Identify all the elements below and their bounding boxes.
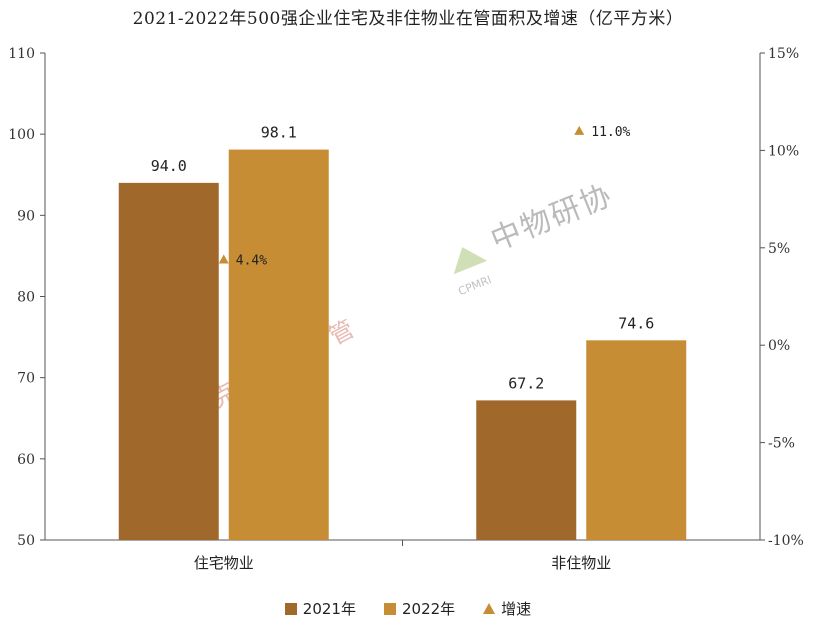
bar [476, 400, 577, 540]
y2-tick-label: -5% [768, 436, 795, 452]
growth-markers: 4.4% 11.0% [218, 125, 631, 268]
y-tick-label: 60 [17, 452, 35, 468]
watermark-right: CPMRI 中物研协 [453, 178, 618, 298]
legend-item-2022: 2022年 [383, 598, 456, 619]
bar [586, 340, 687, 540]
bar-data-label: 67.2 [508, 374, 544, 392]
watermark-right-en: CPMRI [456, 273, 493, 298]
y2-tick-label: 5% [768, 241, 790, 257]
y2-tick-label: 0% [768, 338, 790, 354]
x-category-label: 非住物业 [551, 554, 611, 572]
x-category-label: 住宅物业 [194, 554, 254, 572]
legend: 2021年 2022年 增速 [0, 598, 816, 619]
y-tick-label: 50 [17, 533, 35, 549]
y2-tick-label: 10% [768, 143, 799, 159]
y2-tick-label: 15% [768, 46, 799, 62]
bar-data-label: 98.1 [261, 124, 297, 142]
growth-marker [218, 254, 229, 264]
legend-swatch-2021 [284, 602, 297, 615]
growth-data-label: 11.0% [591, 125, 630, 140]
y2-tick-label: -10% [768, 533, 804, 549]
bar-data-label: 74.6 [618, 314, 654, 332]
bars [118, 149, 687, 541]
y-tick-label: 70 [17, 371, 35, 387]
legend-label-2021: 2021年 [302, 600, 356, 618]
legend-triangle-icon [483, 603, 496, 614]
legend-label-2022: 2022年 [401, 600, 456, 618]
chart-title: 2021-2022年500强企业住宅及非住物业在管面积及增速（亿平方米） [132, 9, 684, 29]
y-tick-label: 80 [17, 290, 35, 306]
y-tick-label: 90 [17, 208, 35, 224]
data-labels: 94.0 98.1 67.2 74.6 [151, 124, 655, 393]
legend-item-2021: 2021年 [284, 598, 356, 619]
watermark-right-cn: 中物研协 [486, 178, 618, 258]
bar-data-label: 94.0 [151, 157, 187, 175]
growth-marker [574, 125, 585, 135]
legend-label-growth: 增速 [501, 600, 532, 618]
legend-item-growth: 增速 [483, 598, 531, 619]
bar [228, 149, 329, 541]
bar [118, 182, 219, 540]
legend-swatch-2022 [383, 602, 396, 615]
axes: 50 60 70 80 90 100 110 15% 10% 5% 0% -5% -10% 住宅物业 非住物… [8, 46, 804, 572]
growth-data-label: 4.4% [236, 253, 267, 268]
y-tick-label: 110 [8, 46, 35, 62]
y-tick-label: 100 [8, 127, 35, 143]
